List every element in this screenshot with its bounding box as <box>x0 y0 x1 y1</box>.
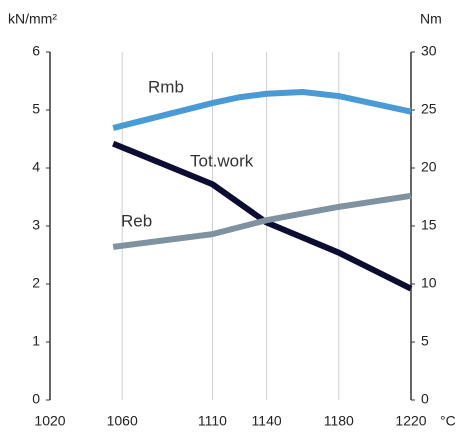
series-label: Reb <box>121 211 152 230</box>
y-tick-label: 4 <box>32 159 40 175</box>
x-tick-label: 1220 <box>395 413 426 429</box>
y2-tick-label: 25 <box>421 101 437 117</box>
series-label: Tot.work <box>190 151 254 170</box>
x-tick-label: 1140 <box>252 413 282 429</box>
y-tick-label: 1 <box>32 333 40 349</box>
series-label: Rmb <box>148 77 184 96</box>
y-tick-label: 3 <box>32 217 40 233</box>
series-line <box>112 89 412 131</box>
y2-tick-label: 15 <box>421 217 437 233</box>
x-tick-label: 1060 <box>107 413 138 429</box>
y2-tick-label: 5 <box>421 333 429 349</box>
y2-axis-label: Nm <box>420 11 442 27</box>
y2-tick-label: 20 <box>421 159 437 175</box>
y-tick-label: 5 <box>32 101 40 117</box>
y-tick-label: 0 <box>32 391 40 407</box>
y2-tick-label: 10 <box>421 275 437 291</box>
series-line <box>112 192 412 250</box>
y2-tick-label: 30 <box>421 43 437 59</box>
x-tick-label: 1180 <box>324 413 354 429</box>
x-tick-label: 1020 <box>34 413 65 429</box>
y-tick-label: 2 <box>32 275 40 291</box>
x-axis-label: °C <box>440 413 456 429</box>
y-axis-label: kN/mm² <box>8 11 57 27</box>
y-tick-label: 6 <box>32 43 40 59</box>
y2-tick-label: 0 <box>421 391 429 407</box>
series-line <box>112 140 413 292</box>
x-tick-label: 1110 <box>198 413 227 429</box>
